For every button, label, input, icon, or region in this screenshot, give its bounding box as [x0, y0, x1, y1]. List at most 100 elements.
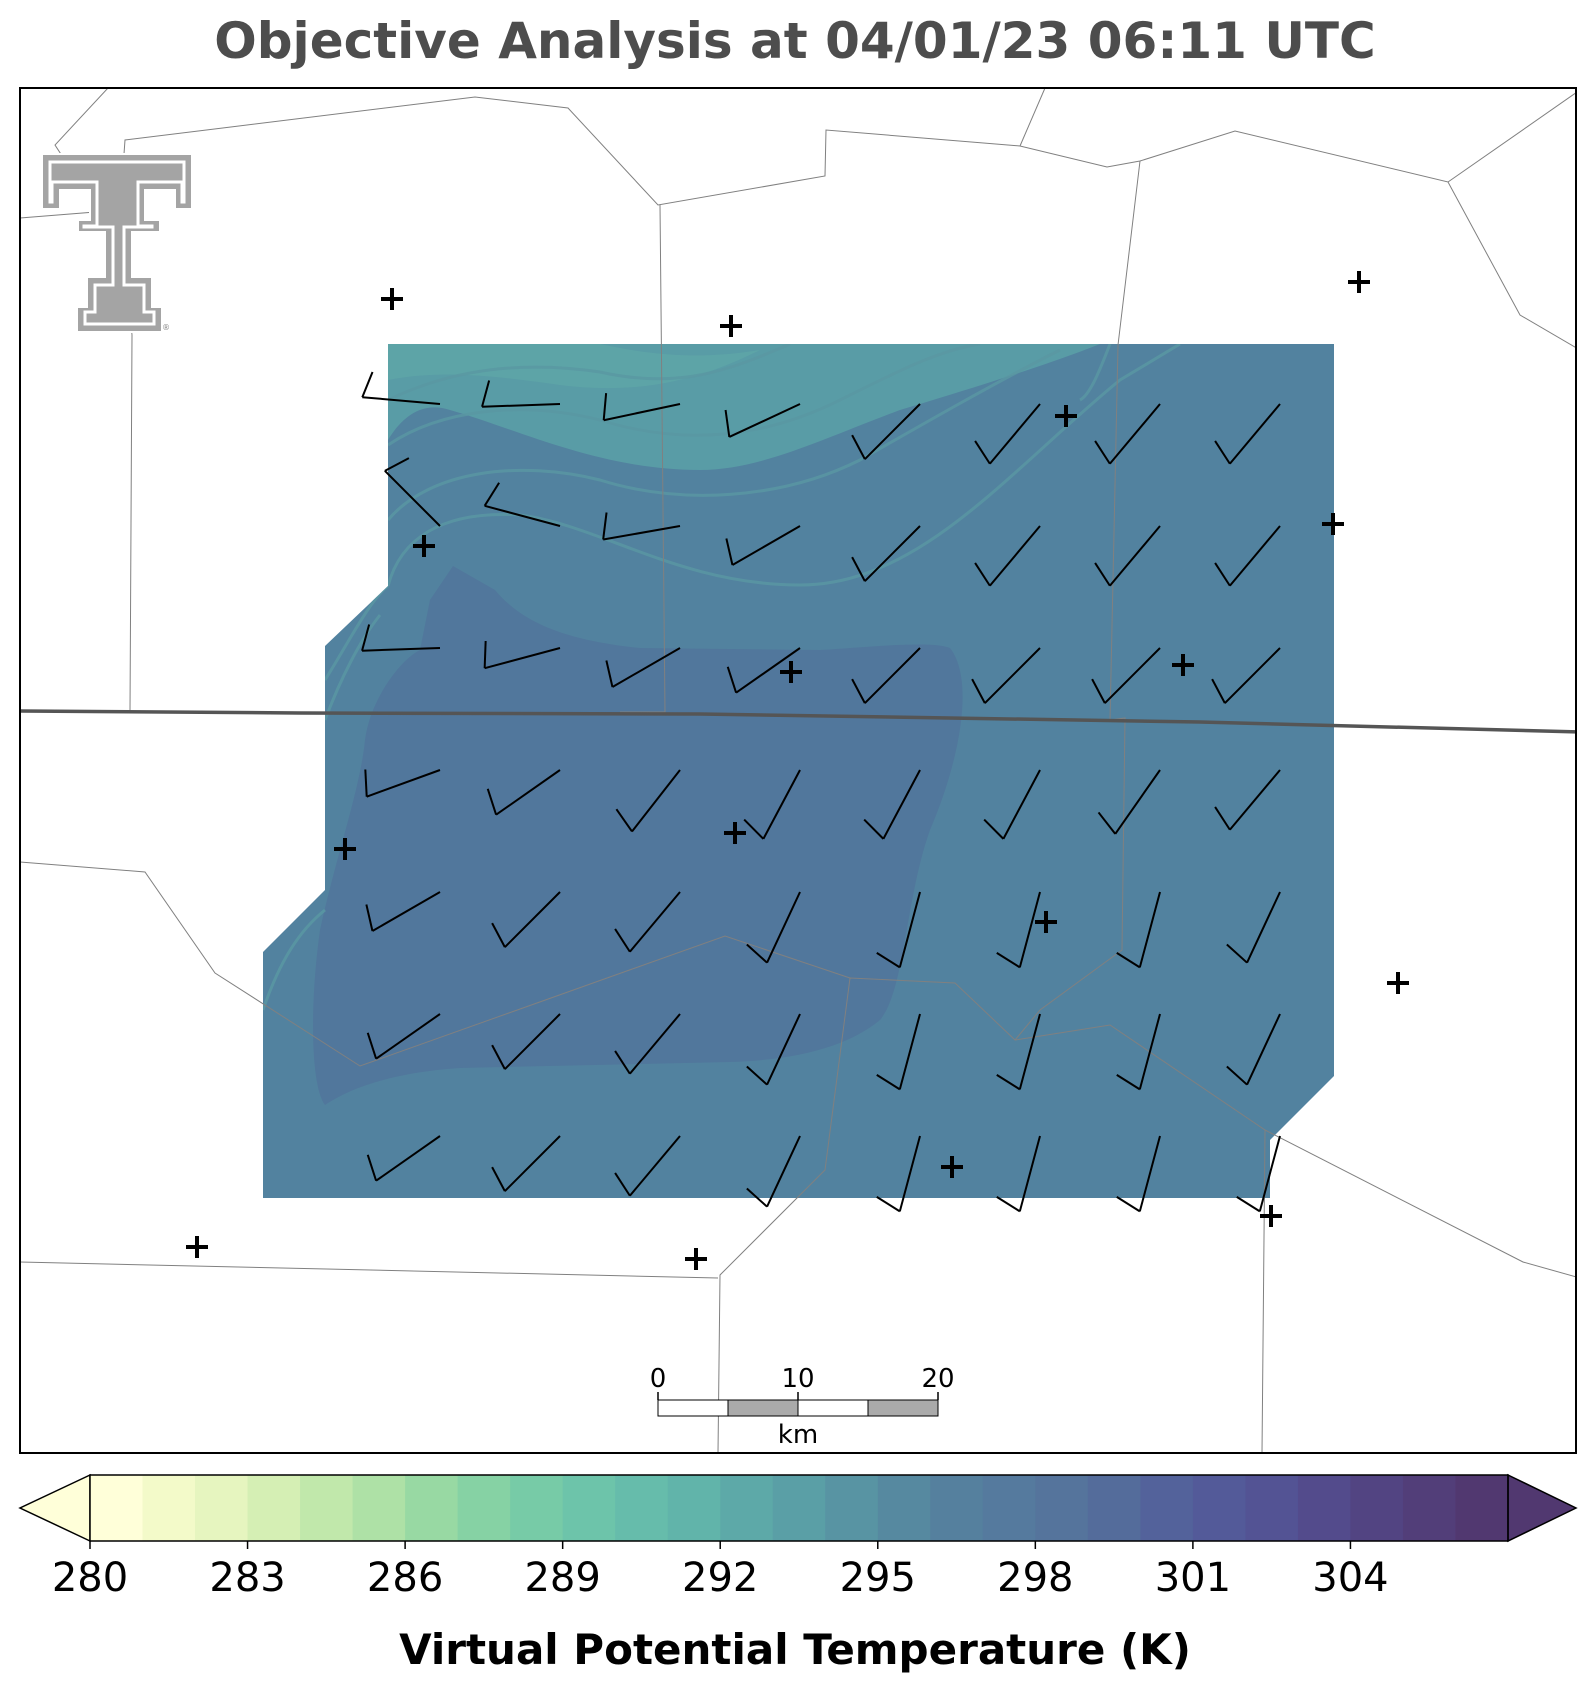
plus-icon [720, 315, 742, 337]
wind-barb [491, 891, 561, 948]
plus-icon [1035, 911, 1057, 933]
plus-icon [1172, 654, 1194, 676]
svg-text:®: ® [162, 323, 170, 332]
colorbar-cell [142, 1475, 196, 1541]
colorbar-cell [247, 1475, 301, 1541]
colorbar-cell [720, 1475, 774, 1541]
colorbar-cell [1245, 1475, 1299, 1541]
wind-barb [1214, 769, 1281, 831]
wind-barb [726, 647, 801, 694]
wind-barb [366, 1013, 441, 1060]
colorbar-tick-label: 289 [524, 1555, 600, 1601]
colorbar-cell [930, 1475, 984, 1541]
wind-barb [996, 891, 1041, 969]
wind-barb [851, 647, 921, 704]
map-title: Objective Analysis at 04/01/23 06:11 UTC [214, 12, 1376, 70]
plus-icon [186, 1236, 208, 1258]
wind-barb [605, 647, 681, 688]
wind-barb [614, 1013, 681, 1075]
wind-barb [996, 1135, 1041, 1213]
colorbar-tick-label: 283 [209, 1555, 285, 1601]
plus-icon [1387, 972, 1409, 994]
state-boundary [20, 709, 1576, 734]
colorbar-tick-label: 295 [840, 1555, 916, 1601]
colorbar-cell [562, 1475, 616, 1541]
plus-icon [685, 1248, 707, 1270]
colorbar-cell [615, 1475, 669, 1541]
wind-barb [1236, 1135, 1281, 1213]
colorbar-cell [195, 1475, 249, 1541]
wind-barb [724, 403, 801, 438]
wind-barb [366, 1135, 441, 1182]
scale-label-10: 10 [781, 1364, 814, 1394]
wind-barb [996, 1013, 1041, 1091]
wind-barb [725, 525, 801, 566]
wind-barb [1214, 403, 1281, 465]
wind-barb [486, 769, 561, 816]
colorbar-cell [1455, 1475, 1509, 1541]
wind-barb [743, 769, 801, 840]
colorbar-cell [352, 1475, 406, 1541]
map-frame [19, 87, 1577, 1454]
scale-unit: km [778, 1420, 818, 1450]
wind-barb [1094, 403, 1161, 465]
wind-barb [746, 1013, 801, 1086]
wind-barb [971, 647, 1041, 704]
colorbar-cell [1297, 1475, 1351, 1541]
colorbar-cell [1402, 1475, 1456, 1541]
colorbar-tick-label: 301 [1155, 1555, 1231, 1601]
wind-barb [384, 457, 441, 527]
wind-barb [746, 891, 801, 964]
plus-icon [1322, 513, 1344, 535]
colorbar-max-extend [1507, 1473, 1578, 1543]
colorbar-cell [825, 1475, 879, 1541]
colorbar-cell [1350, 1475, 1404, 1541]
wind-barb [1211, 647, 1281, 704]
scale-label-20: 20 [921, 1364, 954, 1394]
county-boundaries [20, 88, 1576, 1453]
wind-barb [1094, 525, 1161, 587]
wind-barb [851, 525, 921, 582]
wind-barb [365, 891, 441, 932]
wind-barb [361, 624, 441, 652]
texas-tech-double-t-logo: ® [41, 153, 193, 333]
colorbar-cell [90, 1475, 144, 1541]
plus-icon [334, 838, 356, 860]
wind-barb [364, 769, 441, 798]
wind-barb [876, 891, 921, 969]
wind-barb [974, 525, 1041, 587]
wind-barb [1116, 1013, 1161, 1091]
colorbar-cell [405, 1475, 459, 1541]
colorbar-cell [300, 1475, 354, 1541]
wind-barb [361, 371, 441, 405]
wind-barb [614, 891, 681, 953]
wind-barb [491, 1135, 561, 1192]
wind-barb [1091, 647, 1161, 704]
plus-icon [413, 535, 435, 557]
wind-barb [983, 769, 1041, 840]
colorbar-cell [1140, 1475, 1194, 1541]
wind-barb [1116, 891, 1161, 969]
wind-barb [1097, 769, 1161, 835]
colorbar-cell [772, 1475, 826, 1541]
wind-barb [1226, 1013, 1281, 1086]
plus-icon [1348, 271, 1370, 293]
wind-barb [483, 640, 561, 670]
wind-barb [863, 769, 921, 840]
plus-icon [381, 288, 403, 310]
colorbar-cell [457, 1475, 511, 1541]
wind-barb [974, 403, 1041, 465]
colorbar-tick-label: 292 [682, 1555, 758, 1601]
plus-icon [941, 1156, 963, 1178]
wind-barb [876, 1013, 921, 1091]
wind-barb [876, 1135, 921, 1213]
plus-icon [780, 661, 802, 683]
plus-icon [1260, 1205, 1282, 1227]
colorbar-min-extend [18, 1473, 91, 1543]
plus-icon [1055, 405, 1077, 427]
colorbar-cell [510, 1475, 564, 1541]
colorbar-tick-label: 286 [367, 1555, 443, 1601]
colorbar-cell [1035, 1475, 1089, 1541]
scale-bar: 0 10 20 km [650, 1364, 955, 1450]
